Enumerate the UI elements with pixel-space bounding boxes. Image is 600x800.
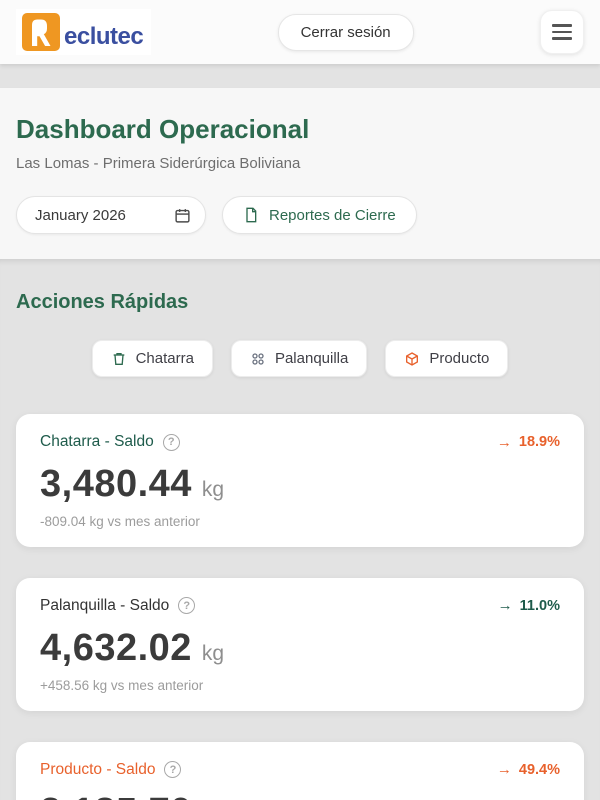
header-gap-band (0, 64, 600, 88)
trend-percent: 11.0% (519, 597, 560, 614)
page-subtitle: Las Lomas - Primera Siderúrgica Bolivian… (16, 155, 301, 172)
logout-button[interactable]: Cerrar sesión (277, 13, 414, 51)
card-title: Producto - Saldo (40, 760, 156, 778)
trend-badge: → 18.9% (497, 434, 560, 451)
document-icon (243, 207, 259, 223)
quick-action-label: Palanquilla (274, 350, 349, 367)
logo-wordmark: eclutec (64, 23, 144, 50)
quick-action-label: Producto (429, 350, 490, 367)
kpi-unit: kg (201, 478, 225, 501)
reports-button-label: Reportes de Cierre (269, 206, 396, 224)
kpi-value: 4,632.02 (40, 626, 192, 669)
trend-arrow-icon: → (497, 597, 513, 615)
page-title: Dashboard Operacional (16, 114, 310, 144)
month-picker-value: January 2026 (35, 206, 126, 224)
quick-actions-row: Chatarra Palanquilla Producto (16, 340, 584, 377)
quick-action-chatarra[interactable]: Chatarra (91, 340, 213, 377)
four-dots-icon (250, 351, 266, 367)
kpi-value: 3,480.44 (40, 463, 192, 505)
card-chatarra-saldo: Chatarra - Saldo ? → 18.9% 3,480.44 kg -… (16, 414, 584, 547)
month-picker-input[interactable]: January 2026 (16, 196, 206, 234)
question-circle-icon[interactable]: ? (162, 433, 180, 451)
package-box-icon (404, 351, 420, 367)
question-circle-icon[interactable]: ? (164, 761, 182, 779)
card-title: Palanquilla - Saldo (40, 596, 170, 614)
quick-action-producto[interactable]: Producto (385, 340, 509, 377)
kpi-delta: -809.04 kg vs mes anterior (40, 513, 200, 529)
kpi-unit: kg (201, 641, 225, 665)
reports-button[interactable]: Reportes de Cierre (222, 196, 417, 234)
calendar-icon[interactable] (174, 207, 191, 224)
trend-percent: 18.9% (518, 434, 560, 450)
quick-action-label: Chatarra (135, 350, 194, 367)
app-header: eclutec Cerrar sesión (0, 0, 600, 64)
main-content: Acciones Rápidas Chatarra Palanquilla (0, 259, 600, 800)
hamburger-icon (552, 24, 572, 27)
question-circle-icon[interactable]: ? (178, 597, 196, 615)
trash-bin-icon (111, 351, 127, 367)
trend-arrow-icon: → (496, 761, 512, 779)
hamburger-menu-button[interactable] (540, 10, 584, 54)
trend-percent: 49.4% (518, 761, 560, 778)
quick-action-palanquilla[interactable]: Palanquilla (230, 340, 368, 377)
trend-arrow-icon: → (496, 433, 512, 451)
trend-badge: → 49.4% (497, 761, 560, 778)
card-palanquilla-saldo: Palanquilla - Saldo ? → 11.0% 4,632.02 k… (16, 577, 584, 711)
reclutec-logo[interactable]: eclutec (16, 9, 152, 55)
quick-actions-heading: Acciones Rápidas (16, 291, 189, 313)
trend-badge: → 11.0% (498, 597, 560, 614)
kpi-value: 3,185.70 (40, 792, 192, 800)
card-title: Chatarra - Saldo (40, 433, 154, 450)
controls-row: January 2026 Reportes de Cierre (16, 196, 584, 234)
card-producto-saldo: Producto - Saldo ? → 49.4% 3,185.70 kg (16, 741, 584, 800)
kpi-cards: Chatarra - Saldo ? → 18.9% 3,480.44 kg -… (16, 414, 584, 800)
reclutec-mark-icon (22, 13, 60, 51)
title-panel: Dashboard Operacional Las Lomas - Primer… (0, 88, 600, 259)
kpi-delta: +458.56 kg vs mes anterior (40, 677, 204, 693)
